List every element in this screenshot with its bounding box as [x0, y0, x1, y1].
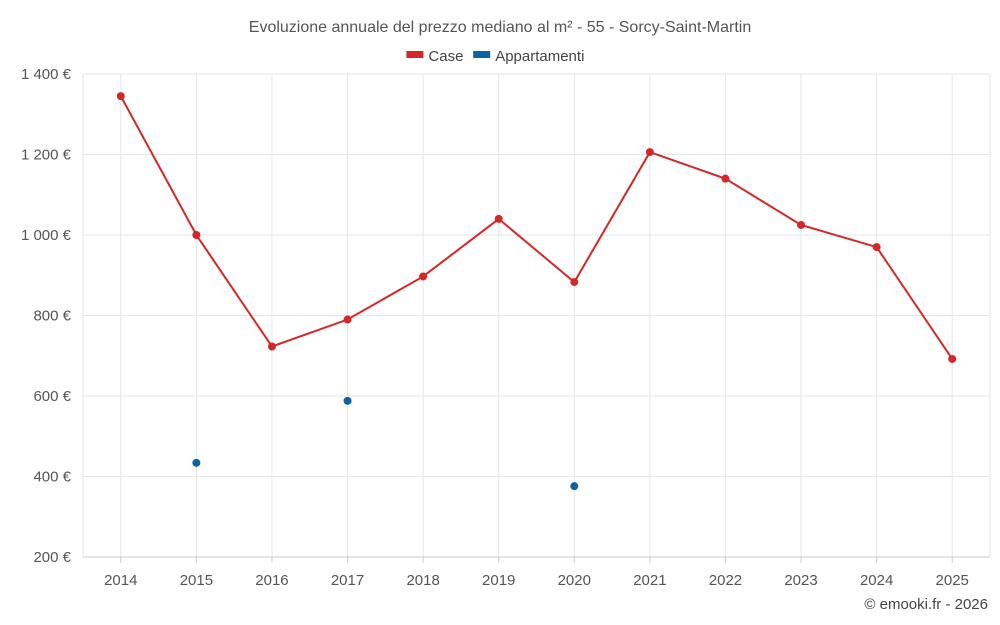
legend-label-case[interactable]: Case: [428, 48, 463, 65]
y-tick-label: 600 €: [33, 388, 71, 405]
y-tick-label: 800 €: [33, 308, 71, 325]
data-point-case[interactable]: [721, 174, 730, 183]
credit-text: © emooki.fr - 2026: [864, 596, 988, 613]
data-point-case[interactable]: [948, 354, 957, 363]
data-point-appartamenti[interactable]: [343, 396, 352, 405]
data-point-appartamenti[interactable]: [570, 482, 579, 491]
data-point-case[interactable]: [419, 272, 428, 281]
x-tick-label: 2019: [482, 572, 515, 589]
chart-title: Evoluzione annuale del prezzo mediano al…: [249, 19, 751, 36]
legend-swatch-appartamenti: [473, 51, 491, 58]
x-tick-label: 2021: [633, 572, 666, 589]
series-layer: [116, 92, 957, 491]
data-point-case[interactable]: [343, 315, 352, 324]
legend-label-appartamenti[interactable]: Appartamenti: [495, 48, 584, 65]
y-tick-label: 200 €: [33, 549, 71, 566]
y-axis: 200 € 400 € 600 € 800 € 1 000 € 1 200 € 1 400 …: [21, 66, 72, 566]
x-tick-label: 2015: [180, 572, 213, 589]
data-point-appartamenti[interactable]: [192, 458, 201, 467]
x-tick-label: 2014: [104, 572, 137, 589]
y-tick-label: 1 400 €: [21, 66, 72, 83]
data-point-case[interactable]: [116, 92, 125, 101]
x-tick-label: 2017: [331, 572, 364, 589]
data-point-case[interactable]: [570, 278, 579, 287]
x-tick-label: 2020: [558, 572, 591, 589]
series-line-case: [119, 95, 954, 360]
legend: Case Appartamenti: [406, 48, 584, 65]
legend-swatch-case: [406, 51, 424, 58]
data-point-case[interactable]: [872, 243, 881, 252]
y-tick-label: 1 000 €: [21, 227, 72, 244]
data-point-case[interactable]: [797, 220, 806, 229]
y-tick-label: 400 €: [33, 469, 71, 486]
data-point-case[interactable]: [645, 148, 654, 157]
x-tick-label: 2022: [709, 572, 742, 589]
x-axis: 2014 2015 2016 2017 2018 2019 2020 2021 2022 2023…: [83, 556, 990, 589]
x-tick-label: 2024: [860, 572, 893, 589]
grid: [82, 73, 991, 557]
data-point-case[interactable]: [494, 214, 503, 223]
data-point-case[interactable]: [192, 231, 201, 239]
x-tick-label: 2016: [255, 572, 288, 589]
x-tick-label: 2025: [936, 572, 969, 589]
x-tick-label: 2018: [406, 572, 439, 589]
data-point-case[interactable]: [267, 342, 276, 351]
x-tick-label: 2023: [784, 572, 817, 589]
y-tick-label: 1 200 €: [21, 147, 72, 164]
